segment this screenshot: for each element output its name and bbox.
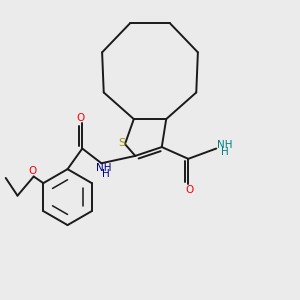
- Text: O: O: [28, 166, 36, 176]
- Text: H: H: [102, 169, 110, 179]
- Text: O: O: [186, 185, 194, 195]
- Text: NH: NH: [217, 140, 233, 150]
- Text: S: S: [118, 138, 126, 148]
- Text: H: H: [221, 147, 229, 157]
- Text: O: O: [77, 113, 85, 123]
- Text: NH: NH: [96, 163, 112, 173]
